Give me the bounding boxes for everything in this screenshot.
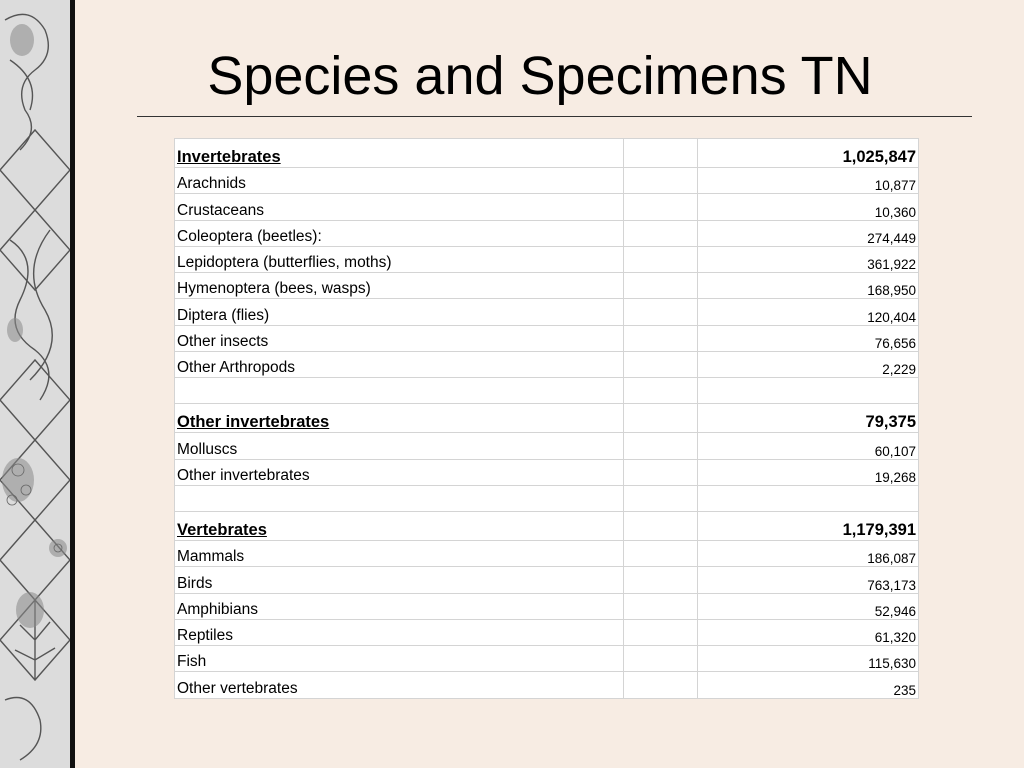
table-row: Lepidoptera (butterflies, moths) 361,922 [174, 245, 919, 274]
table-row: Crustaceans 10,360 [174, 193, 919, 221]
row-label: Other vertebrates [174, 671, 624, 699]
row-value: 168,950 [697, 272, 919, 300]
table-row: Other Arthropods 2,229 [174, 351, 919, 379]
row-value: 60,107 [697, 432, 919, 460]
row-value: 2,229 [697, 351, 919, 379]
section-header-row: Invertebrates 1,025,847 [174, 138, 919, 168]
section-total: 1,025,847 [697, 138, 919, 168]
table-row: Hymenoptera (bees, wasps) 168,950 [174, 272, 919, 300]
row-label: Mammals [174, 539, 624, 568]
row-value: 186,087 [697, 539, 919, 568]
section-name: Other invertebrates [177, 413, 330, 432]
table-row: Molluscs 60,107 [174, 432, 919, 460]
title-divider [137, 116, 972, 117]
row-label: Diptera (flies) [174, 298, 624, 326]
row-label: Arachnids [174, 166, 624, 195]
row-label: Other Arthropods [174, 351, 624, 379]
section-header-row: Vertebrates 1,179,391 [174, 510, 919, 541]
slide-title: Species and Specimens TN [207, 46, 873, 106]
table-row: Other vertebrates 235 [174, 671, 919, 699]
row-label: Lepidoptera (butterflies, moths) [174, 245, 624, 274]
row-value: 120,404 [697, 298, 919, 326]
row-label: Other insects [174, 324, 624, 353]
row-value: 274,449 [697, 219, 919, 247]
table-row: Other invertebrates 19,268 [174, 458, 919, 486]
row-value: 19,268 [697, 458, 919, 486]
section-name: Invertebrates [177, 148, 281, 166]
row-label: Reptiles [174, 618, 624, 647]
row-label: Coleoptera (beetles): [174, 219, 624, 247]
row-label: Molluscs [174, 432, 624, 460]
row-label: Fish [174, 645, 624, 673]
table-row: Coleoptera (beetles): 274,449 [174, 219, 919, 247]
table-row: Birds 763,173 [174, 566, 919, 594]
row-value: 61,320 [697, 618, 919, 647]
row-label: Other invertebrates [174, 458, 624, 486]
row-value: 76,656 [697, 324, 919, 353]
row-value: 115,630 [697, 645, 919, 673]
ornamental-nature-collage-icon [0, 0, 75, 768]
row-value: 361,922 [697, 245, 919, 274]
row-value: 10,877 [697, 166, 919, 195]
row-label: Crustaceans [174, 193, 624, 221]
row-value: 763,173 [697, 566, 919, 594]
row-value: 235 [697, 671, 919, 699]
table-row: Amphibians 52,946 [174, 592, 919, 620]
spacer-row [174, 484, 919, 512]
table-row: Arachnids 10,877 [174, 166, 919, 195]
specimen-table-container: Invertebrates 1,025,847 Arachnids 10,877 … [174, 138, 919, 699]
table-row: Mammals 186,087 [174, 539, 919, 568]
spacer-row [174, 377, 919, 405]
section-name: Vertebrates [177, 520, 267, 539]
section-header-row: Other invertebrates 79,375 [174, 403, 919, 434]
row-label: Amphibians [174, 592, 624, 620]
table-row: Other insects 76,656 [174, 324, 919, 353]
row-label: Hymenoptera (bees, wasps) [174, 272, 624, 300]
row-value: 52,946 [697, 592, 919, 620]
section-total: 1,179,391 [697, 510, 919, 541]
specimen-table: Invertebrates 1,025,847 Arachnids 10,877 … [174, 138, 919, 699]
row-value: 10,360 [697, 193, 919, 221]
table-row: Diptera (flies) 120,404 [174, 298, 919, 326]
section-total: 79,375 [697, 403, 919, 434]
table-row: Reptiles 61,320 [174, 618, 919, 647]
table-row: Fish 115,630 [174, 645, 919, 673]
row-label: Birds [174, 566, 624, 594]
